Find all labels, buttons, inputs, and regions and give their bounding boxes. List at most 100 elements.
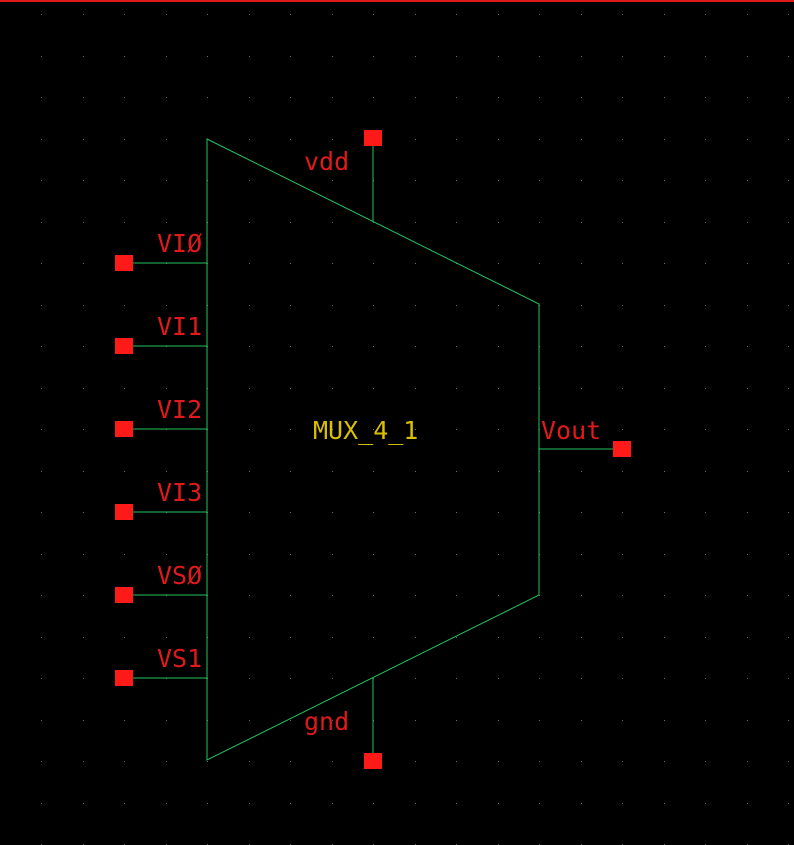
grid-dot	[124, 14, 125, 15]
input-pin-vi0: VIØ	[115, 229, 207, 271]
grid-dot	[622, 180, 623, 181]
input-pin-square[interactable]	[115, 670, 133, 686]
grid-dot	[83, 97, 84, 98]
input-pin-label: VI1	[157, 312, 202, 341]
grid-dot	[332, 346, 333, 347]
grid-dot	[83, 595, 84, 596]
grid-dot	[249, 637, 250, 638]
input-pin-square[interactable]	[115, 338, 133, 354]
grid-dot	[415, 139, 416, 140]
grid-dot	[166, 388, 167, 389]
grid-dot	[249, 263, 250, 264]
grid-dot	[290, 97, 291, 98]
grid-dot	[166, 637, 167, 638]
grid-dot	[456, 720, 457, 721]
grid-dot	[498, 180, 499, 181]
grid-dot	[664, 388, 665, 389]
grid-dot	[498, 429, 499, 430]
grid-dot	[705, 56, 706, 57]
grid-dot	[41, 554, 42, 555]
grid-dot	[539, 803, 540, 804]
grid-dot	[622, 139, 623, 140]
vdd-pin[interactable]	[364, 130, 382, 146]
grid-dot	[539, 180, 540, 181]
grid-dot	[747, 180, 748, 181]
grid-dot	[41, 678, 42, 679]
grid-dot	[581, 720, 582, 721]
grid-dot	[415, 346, 416, 347]
grid-dot	[747, 56, 748, 57]
grid-dot	[581, 97, 582, 98]
grid-dot	[664, 720, 665, 721]
grid-dot	[498, 512, 499, 513]
input-pin-square[interactable]	[115, 255, 133, 271]
grid-dot	[332, 720, 333, 721]
grid-dot	[415, 263, 416, 264]
gnd-pin[interactable]	[364, 753, 382, 769]
grid-dot	[539, 595, 540, 596]
grid-dot	[207, 803, 208, 804]
grid-dot	[207, 97, 208, 98]
grid-dot	[415, 388, 416, 389]
grid-dot	[788, 139, 789, 140]
grid-dot	[664, 263, 665, 264]
grid-dot	[332, 14, 333, 15]
gnd-label: gnd	[304, 707, 349, 736]
grid-dot	[747, 761, 748, 762]
input-pin-square[interactable]	[115, 587, 133, 603]
grid-dot	[622, 761, 623, 762]
grid-dot	[166, 554, 167, 555]
grid-dot	[664, 97, 665, 98]
grid-dot	[747, 720, 748, 721]
grid-dot	[83, 305, 84, 306]
grid-dot	[664, 637, 665, 638]
grid-dot	[747, 637, 748, 638]
grid-dot	[788, 180, 789, 181]
grid-dot	[41, 429, 42, 430]
grid-dot	[705, 637, 706, 638]
grid-dot	[539, 14, 540, 15]
input-pin-label: VI2	[157, 395, 202, 424]
grid-dot	[290, 761, 291, 762]
grid-dot	[498, 305, 499, 306]
grid-dot	[166, 305, 167, 306]
grid-dot	[41, 637, 42, 638]
grid-dot	[83, 388, 84, 389]
grid-dot	[705, 263, 706, 264]
vout-pin[interactable]	[613, 441, 631, 457]
grid-dot	[332, 388, 333, 389]
grid-dot	[124, 139, 125, 140]
grid-dot	[166, 139, 167, 140]
grid-dot	[166, 803, 167, 804]
grid-dot	[456, 14, 457, 15]
grid-dot	[249, 388, 250, 389]
grid-dot	[83, 180, 84, 181]
grid-dot	[373, 637, 374, 638]
grid-dot	[124, 388, 125, 389]
grid-dot	[788, 512, 789, 513]
grid-dot	[747, 429, 748, 430]
input-pin-square[interactable]	[115, 421, 133, 437]
grid-dot	[664, 429, 665, 430]
grid-dot	[581, 346, 582, 347]
grid-dot	[290, 14, 291, 15]
grid-dot	[498, 637, 499, 638]
grid-dot	[664, 305, 665, 306]
grid-dot	[622, 678, 623, 679]
grid-dot	[415, 222, 416, 223]
grid-dot	[456, 139, 457, 140]
input-pin-square[interactable]	[115, 504, 133, 520]
grid-dot	[498, 720, 499, 721]
grid-dot	[788, 678, 789, 679]
grid-dot	[124, 637, 125, 638]
grid-dot	[581, 139, 582, 140]
grid-dot	[249, 761, 250, 762]
input-pin-label: VI3	[157, 478, 202, 507]
grid-dot	[373, 305, 374, 306]
grid-dot	[664, 471, 665, 472]
grid-dot	[41, 471, 42, 472]
grid-dot	[41, 56, 42, 57]
grid-dot	[622, 222, 623, 223]
grid-dot	[290, 139, 291, 140]
grid-dot	[415, 471, 416, 472]
